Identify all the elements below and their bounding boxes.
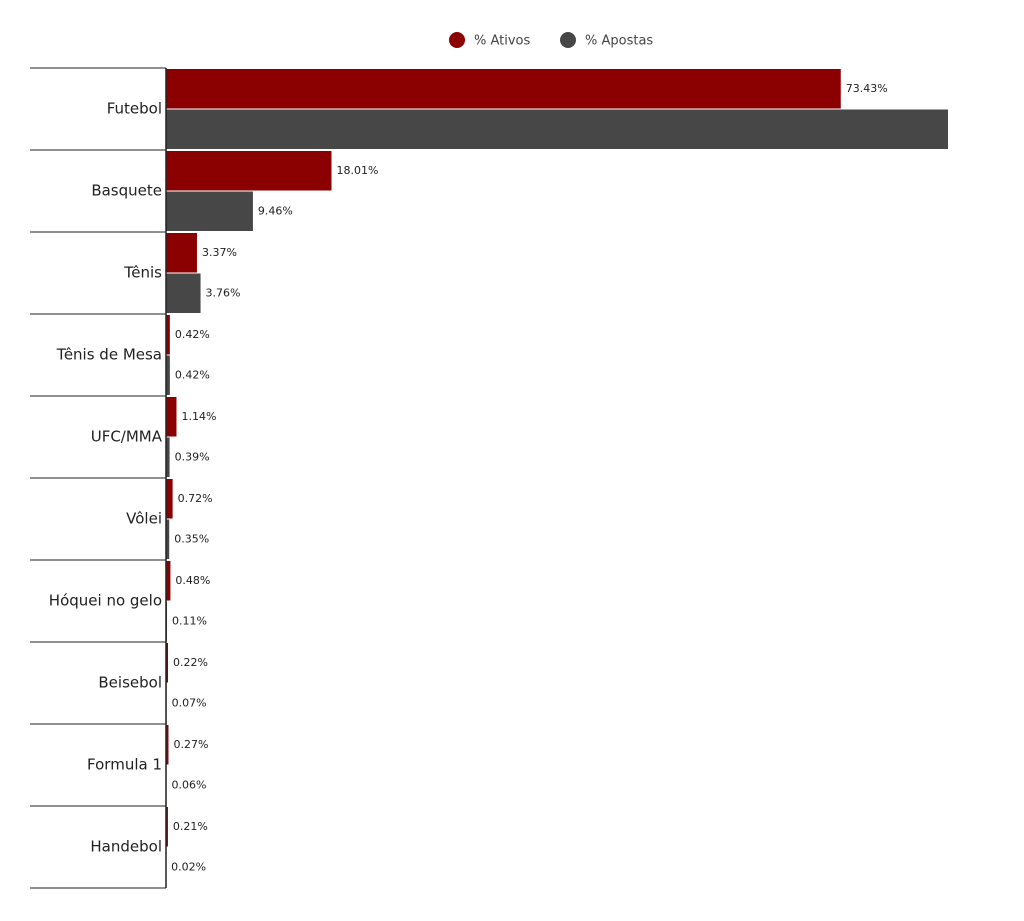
bar: [166, 109, 948, 149]
value-label: 3.37%: [202, 246, 237, 259]
value-label: 0.48%: [175, 574, 210, 587]
category-label: Beisebol: [98, 674, 162, 692]
value-label: 0.22%: [173, 656, 208, 669]
bar: [166, 69, 841, 109]
category-label: Handebol: [90, 838, 162, 856]
legend-label: % Ativos: [474, 34, 531, 49]
bar: [166, 315, 170, 355]
value-label: 0.21%: [173, 820, 208, 833]
value-label: 0.39%: [175, 450, 210, 463]
value-label: 3.76%: [206, 286, 241, 299]
legend-marker: [560, 32, 576, 48]
value-label: 0.72%: [178, 492, 213, 505]
value-label: 0.11%: [172, 614, 207, 627]
bar: [166, 355, 170, 395]
bar: [166, 437, 170, 477]
bar: [166, 561, 171, 601]
category-label: Futebol: [107, 100, 162, 118]
value-label: 1.14%: [181, 410, 216, 423]
value-label: 0.06%: [172, 778, 207, 791]
bar: [166, 725, 169, 765]
value-label: 73.43%: [846, 82, 888, 95]
value-label: 0.42%: [175, 328, 210, 341]
legend-marker: [449, 32, 465, 48]
category-label: UFC/MMA: [91, 428, 163, 446]
legend-label: % Apostas: [585, 34, 653, 49]
value-label: 0.27%: [173, 738, 208, 751]
bar: [166, 273, 201, 313]
category-label: Tênis: [123, 264, 162, 282]
bar: [166, 807, 168, 847]
value-label: 0.02%: [171, 860, 206, 873]
bar: [166, 233, 197, 273]
value-label: 0.35%: [174, 532, 209, 545]
bar: [166, 479, 173, 519]
bar: [166, 397, 177, 437]
bar: [166, 643, 169, 683]
value-label: 0.42%: [175, 368, 210, 381]
category-label: Basquete: [91, 182, 162, 200]
value-label: 0.07%: [172, 696, 207, 709]
value-label: 9.46%: [258, 204, 293, 217]
bar: [166, 191, 253, 231]
bar: [166, 151, 332, 191]
bar: [166, 519, 170, 559]
category-label: Vôlei: [126, 510, 162, 528]
category-label: Hóquei no gelo: [49, 592, 162, 610]
category-label: Tênis de Mesa: [56, 346, 162, 364]
category-label: Formula 1: [87, 756, 162, 774]
value-label: 18.01%: [336, 164, 378, 177]
